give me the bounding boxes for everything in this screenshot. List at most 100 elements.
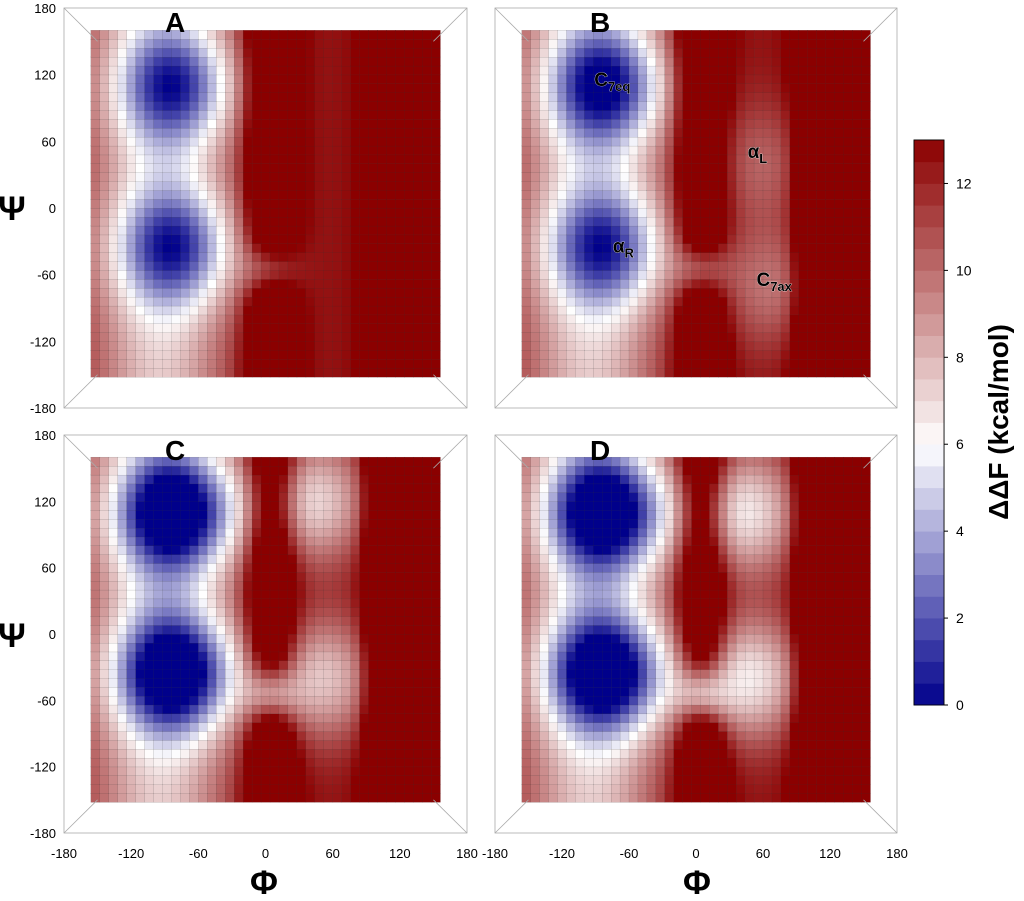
heatmap-cell — [368, 350, 378, 360]
heatmap-cell — [539, 766, 550, 776]
heatmap-cell — [727, 270, 737, 280]
heatmap-cell — [557, 633, 567, 644]
heatmap-cell — [825, 261, 835, 271]
heatmap-cell — [664, 252, 675, 262]
heatmap-cell — [198, 748, 208, 759]
heatmap-cell — [332, 127, 343, 138]
heatmap-cell — [287, 163, 298, 173]
heatmap-cell — [162, 775, 172, 785]
heatmap-cell — [296, 510, 307, 520]
heatmap-cell — [162, 704, 172, 715]
heatmap-cell — [404, 660, 414, 670]
heatmap-cell — [171, 278, 181, 289]
heatmap-cell — [584, 775, 594, 785]
heatmap-cell — [655, 101, 666, 111]
heatmap-cell — [386, 501, 396, 511]
heatmap-cell — [646, 181, 657, 191]
heatmap-cell — [189, 678, 199, 688]
heatmap-cell — [422, 571, 432, 582]
heatmap-cell — [628, 47, 639, 58]
heatmap-cell — [762, 74, 773, 84]
heatmap-cell — [117, 252, 128, 262]
heatmap-cell — [521, 740, 532, 750]
heatmap-cell — [727, 136, 737, 147]
heatmap-cell — [431, 332, 441, 342]
heatmap-cell — [153, 731, 163, 741]
heatmap-cell — [90, 625, 101, 635]
heatmap-cell — [584, 172, 594, 182]
heatmap-cell — [117, 748, 128, 759]
heatmap-cell — [673, 296, 684, 307]
heatmap-cell — [530, 92, 541, 102]
heatmap-cell — [395, 190, 405, 200]
heatmap-cell — [413, 332, 423, 342]
heatmap-cell — [368, 296, 378, 307]
heatmap-cell — [216, 775, 226, 785]
heatmap-cell — [431, 722, 441, 732]
heatmap-cell — [153, 527, 163, 538]
heatmap-cell — [718, 30, 728, 40]
heatmap-cell — [269, 145, 280, 156]
heatmap-cell — [789, 367, 800, 378]
heatmap-cell — [539, 784, 550, 794]
heatmap-cell — [646, 252, 657, 262]
heatmap-cell — [108, 234, 119, 244]
heatmap-cell — [368, 358, 378, 369]
heatmap-cell — [566, 350, 576, 360]
heatmap-cell — [216, 341, 226, 351]
heatmap-cell — [628, 296, 639, 307]
heatmap-cell — [762, 341, 773, 351]
heatmap-cell — [198, 545, 208, 555]
heatmap-cell — [323, 784, 334, 794]
heatmap-cell — [269, 341, 280, 351]
heatmap-cell — [251, 225, 262, 236]
heatmap-cell — [557, 350, 567, 360]
heatmap-cell — [727, 323, 737, 333]
heatmap-cell — [395, 625, 405, 635]
heatmap-cell — [584, 234, 594, 244]
heatmap-cell — [566, 163, 576, 173]
heatmap-cell — [144, 456, 154, 467]
heatmap-cell — [789, 47, 800, 58]
heatmap-cell — [611, 332, 621, 342]
heatmap-cell — [628, 56, 639, 67]
heatmap-cell — [153, 243, 163, 253]
heatmap-cell — [162, 341, 172, 351]
heatmap-cell — [135, 580, 146, 591]
heatmap-cell — [584, 74, 594, 84]
heatmap-cell — [575, 518, 585, 529]
heatmap-cell — [99, 278, 110, 289]
heatmap-cell — [162, 563, 172, 573]
heatmap-cell — [368, 270, 378, 280]
heatmap-cell — [278, 722, 289, 732]
heatmap-cell — [404, 341, 414, 351]
heatmap-cell — [90, 510, 101, 520]
heatmap-cell — [584, 287, 594, 298]
heatmap-cell — [386, 305, 396, 316]
heatmap-cell — [431, 784, 441, 794]
heatmap-cell — [234, 172, 244, 182]
heatmap-cell — [852, 243, 862, 253]
heatmap-cell — [332, 731, 343, 741]
heatmap-cell — [780, 341, 791, 351]
heatmap-cell — [117, 270, 128, 280]
heatmap-cell — [530, 323, 541, 333]
heatmap-cell — [377, 740, 387, 750]
heatmap-cell — [117, 101, 128, 111]
heatmap-cell — [682, 207, 692, 218]
heatmap-cell — [287, 92, 298, 102]
heatmap-cell — [332, 536, 343, 546]
heatmap-cell — [108, 350, 119, 360]
heatmap-cell — [386, 38, 396, 49]
heatmap-cell — [602, 38, 612, 49]
heatmap-cell — [404, 580, 414, 591]
heatmap-cell — [135, 510, 146, 520]
heatmap-cell — [350, 465, 360, 476]
heatmap-cell — [431, 56, 441, 67]
heatmap-cell — [593, 722, 603, 732]
heatmap-cell — [359, 474, 369, 485]
heatmap-cell — [843, 261, 853, 271]
heatmap-cell — [368, 607, 378, 617]
heatmap-cell — [251, 686, 262, 697]
heatmap-cell — [736, 118, 746, 129]
